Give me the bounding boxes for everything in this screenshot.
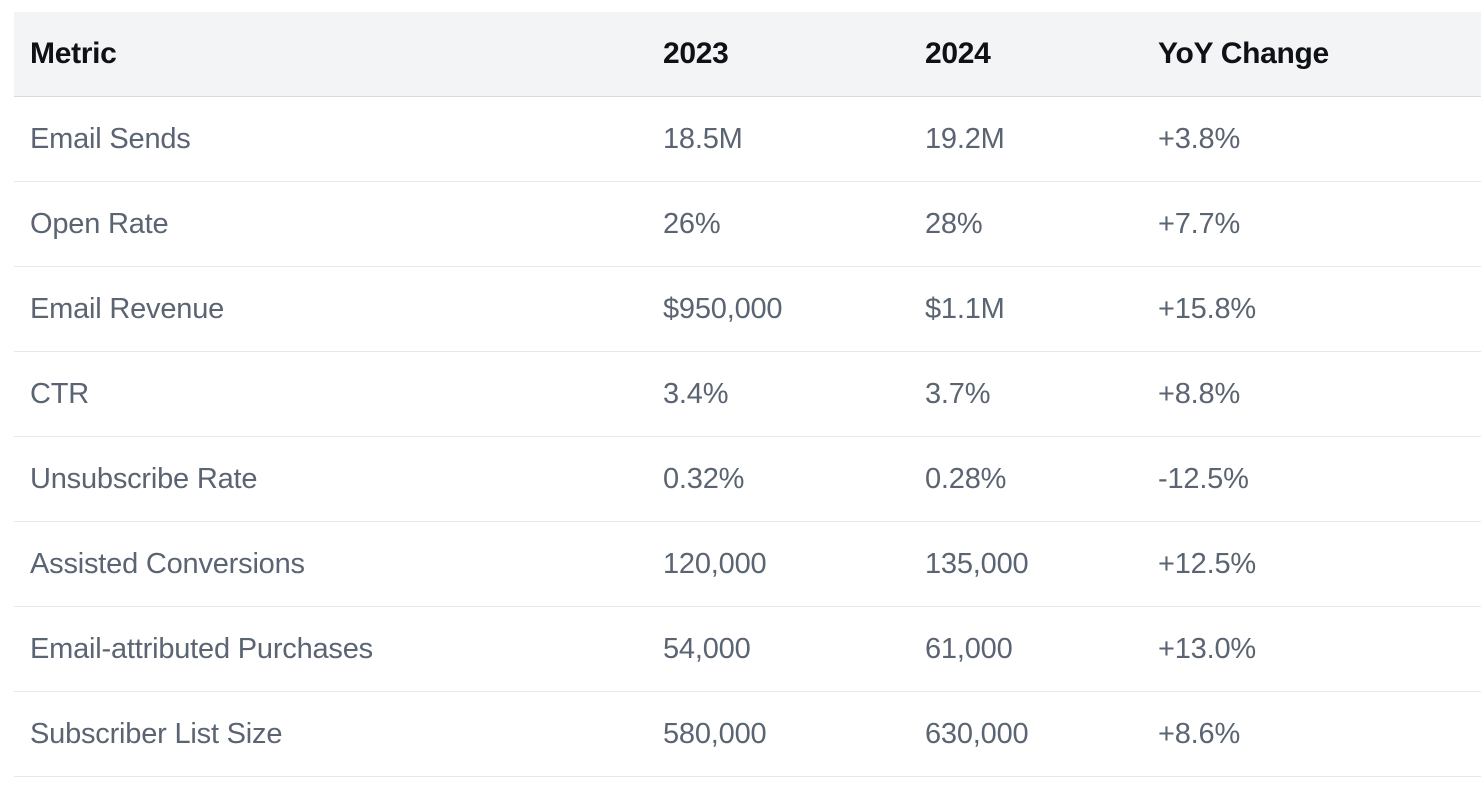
cell-2024-value: 0.28% <box>909 436 1142 522</box>
column-header-metric: Metric <box>14 12 647 97</box>
table-row-unsubscribe-rate: Unsubscribe Rate 0.32% 0.28% -12.5% <box>14 436 1481 522</box>
cell-2024-value: 135,000 <box>909 521 1142 607</box>
table-row-assisted-conversions: Assisted Conversions 120,000 135,000 +12… <box>14 521 1481 607</box>
cell-metric: Email Sends <box>14 96 647 182</box>
cell-metric: Subscriber List Size <box>14 691 647 777</box>
cell-yoy-change: +8.8% <box>1142 351 1481 437</box>
table-row-email-attributed-purchases: Email-attributed Purchases 54,000 61,000… <box>14 606 1481 692</box>
cell-2023-value: 0.32% <box>647 436 909 522</box>
cell-metric: Email-attributed Purchases <box>14 606 647 692</box>
cell-2024-value: 28% <box>909 181 1142 267</box>
cell-2023-value: 26% <box>647 181 909 267</box>
cell-2023-value: 580,000 <box>647 691 909 777</box>
cell-2024-value: 61,000 <box>909 606 1142 692</box>
metrics-table-container: Metric 2023 2024 YoY Change Email Sends … <box>14 12 1481 777</box>
cell-2023-value: 3.4% <box>647 351 909 437</box>
table-row-subscriber-list-size: Subscriber List Size 580,000 630,000 +8.… <box>14 691 1481 777</box>
cell-2024-value: $1.1M <box>909 266 1142 352</box>
cell-2023-value: 54,000 <box>647 606 909 692</box>
cell-metric: Unsubscribe Rate <box>14 436 647 522</box>
cell-yoy-change: +13.0% <box>1142 606 1481 692</box>
cell-metric: Assisted Conversions <box>14 521 647 607</box>
cell-2024-value: 19.2M <box>909 96 1142 182</box>
cell-2024-value: 3.7% <box>909 351 1142 437</box>
table-row-email-revenue: Email Revenue $950,000 $1.1M +15.8% <box>14 266 1481 352</box>
cell-metric: Email Revenue <box>14 266 647 352</box>
cell-yoy-change: +3.8% <box>1142 96 1481 182</box>
cell-yoy-change: +7.7% <box>1142 181 1481 267</box>
column-header-2023: 2023 <box>647 12 909 97</box>
cell-yoy-change: +15.8% <box>1142 266 1481 352</box>
cell-2023-value: 120,000 <box>647 521 909 607</box>
table-row-ctr: CTR 3.4% 3.7% +8.8% <box>14 351 1481 437</box>
cell-2024-value: 630,000 <box>909 691 1142 777</box>
column-header-yoy-change: YoY Change <box>1142 12 1481 97</box>
table-header-row: Metric 2023 2024 YoY Change <box>14 12 1481 97</box>
cell-2023-value: 18.5M <box>647 96 909 182</box>
column-header-2024: 2024 <box>909 12 1142 97</box>
table-row-open-rate: Open Rate 26% 28% +7.7% <box>14 181 1481 267</box>
cell-metric: Open Rate <box>14 181 647 267</box>
cell-yoy-change: +8.6% <box>1142 691 1481 777</box>
table-row-email-sends: Email Sends 18.5M 19.2M +3.8% <box>14 96 1481 182</box>
cell-metric: CTR <box>14 351 647 437</box>
cell-yoy-change: +12.5% <box>1142 521 1481 607</box>
cell-yoy-change: -12.5% <box>1142 436 1481 522</box>
cell-2023-value: $950,000 <box>647 266 909 352</box>
email-metrics-yoy-table: Metric 2023 2024 YoY Change Email Sends … <box>14 12 1481 777</box>
